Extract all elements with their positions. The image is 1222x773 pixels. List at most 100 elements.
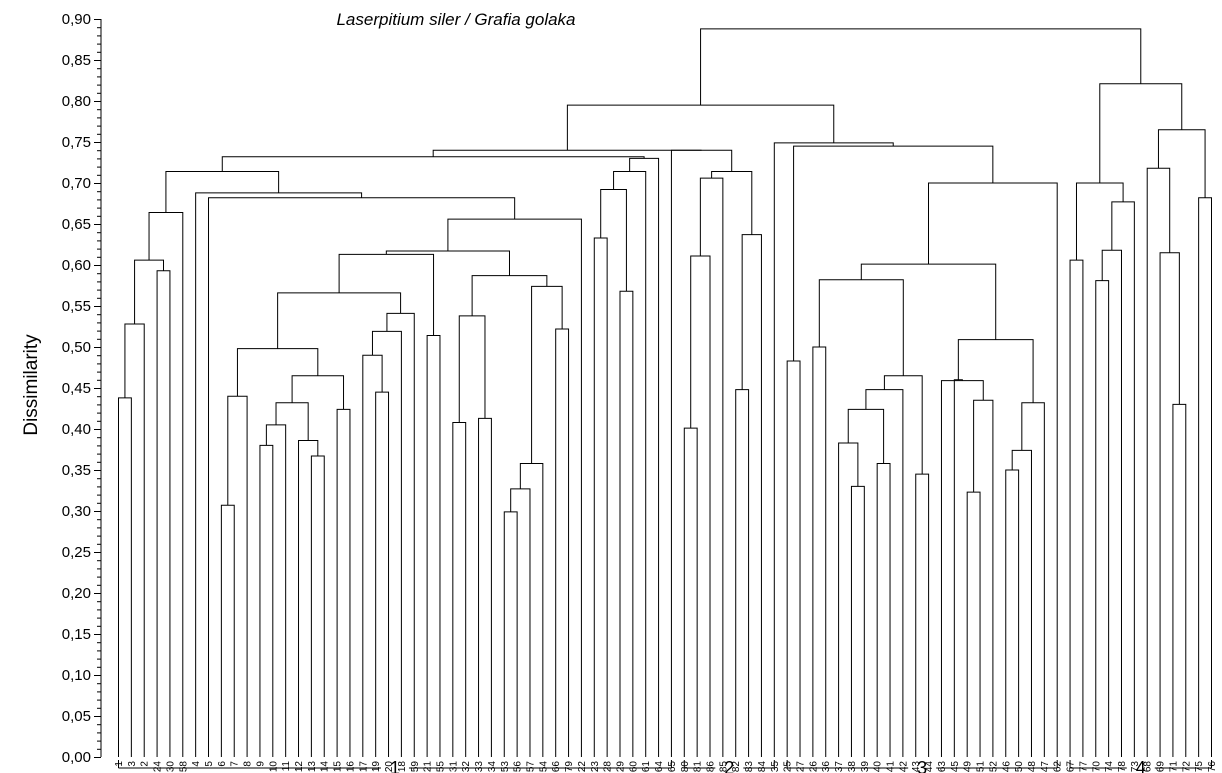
dendrogram-link (613, 171, 647, 757)
dendrogram-link (362, 354, 383, 757)
leaf-label: 45 (950, 761, 961, 773)
leaf-label: 9 (255, 761, 266, 767)
leaf-label: 86 (706, 761, 717, 773)
leaf-label: 47 (1040, 761, 1051, 773)
y-tick-label: 0,70 (62, 175, 91, 192)
dendrogram-link (1005, 469, 1020, 757)
y-tick-label: 0,85 (62, 52, 91, 69)
leaf-label: 58 (178, 761, 189, 773)
dendrogram-link (1095, 280, 1110, 757)
leaf-label: 59 (410, 761, 421, 773)
dendrogram-link (953, 379, 963, 757)
leaf-label: 14 (320, 761, 331, 773)
dendrogram-link (1111, 201, 1135, 757)
y-tick-label: 0,45 (62, 380, 91, 397)
dendrogram-link (336, 408, 351, 757)
leaf-label: 11 (281, 761, 292, 772)
dendrogram-link (699, 177, 724, 757)
leaf-label: 84 (757, 761, 768, 773)
dendrogram-link (236, 348, 319, 397)
leaf-labels: 1 3 2 24 30 58 4 5 6 7 8 9 10 11 12 13 14 15 16 17 19 20 18 59 2… (114, 761, 1218, 773)
leaf-label: 28 (603, 761, 614, 773)
dendrogram-link (860, 263, 997, 340)
leaf-label: 78 (1117, 761, 1128, 773)
leaf-label: 73 (1130, 761, 1141, 773)
dendrogram-link (471, 275, 548, 316)
leaf-label: 37 (834, 761, 845, 773)
leaf-label: 3 (127, 761, 138, 767)
dendrogram-link (124, 323, 145, 757)
y-tick-label: 0,10 (62, 667, 91, 684)
leaf-label: 71 (1168, 761, 1179, 773)
dendrogram-link (1069, 259, 1084, 757)
leaf-label: 26 (808, 761, 819, 773)
leaf-label: 46 (1001, 761, 1012, 773)
dendrogram-link (683, 427, 698, 757)
dendrogram-link (690, 255, 711, 757)
leaf-label: 60 (628, 761, 639, 773)
leaf-label: 43 (911, 761, 922, 773)
leaf-label: 34 (487, 761, 498, 773)
leaf-label: 15 (333, 761, 344, 773)
leaf-label: 44 (924, 761, 935, 773)
leaf-label: 7 (230, 761, 241, 767)
y-tick-label: 0,60 (62, 257, 91, 274)
leaf-label: 48 (1027, 761, 1038, 773)
leaf-label: 64 (654, 761, 665, 773)
dendrogram-link (227, 395, 248, 757)
y-tick-label: 0,80 (62, 93, 91, 110)
leaf-label: 8 (243, 761, 254, 767)
dendrogram-link (478, 417, 492, 757)
dendrogram-link (432, 149, 702, 157)
dendrogram-link (838, 442, 859, 757)
dendrogram-link (156, 270, 171, 757)
leaf-label: 13 (307, 761, 318, 773)
leaf-label: 5 (204, 761, 215, 767)
dendrogram-link (1157, 129, 1206, 198)
dendrogram-link (1146, 167, 1171, 757)
y-tick-label: 0,00 (62, 749, 91, 766)
dendrogram-link (1159, 252, 1180, 757)
leaf-label: 51 (976, 761, 987, 773)
leaf-label: 29 (615, 761, 626, 773)
leaf-label: 52 (988, 761, 999, 773)
leaf-label: 38 (847, 761, 858, 773)
dendrogram-link (786, 360, 801, 757)
leaf-label: 79 (564, 761, 575, 773)
dendrogram-link (593, 237, 608, 757)
leaf-label: 56 (513, 761, 524, 773)
dendrogram-link (973, 399, 994, 757)
leaf-label: 35 (770, 761, 781, 773)
leaf-label: 10 (268, 761, 279, 773)
leaf-label: 32 (461, 761, 472, 773)
leaf-label: 77 (1078, 761, 1089, 773)
dendrogram-link (940, 380, 984, 757)
leaf-label: 1 (114, 761, 125, 767)
leaf-label: 33 (474, 761, 485, 773)
y-axis: 0,00 0,05 0,10 0,15 0,20 0,25 0,30 0,35 0,40 0,45… (62, 11, 102, 766)
dendrogram-link (711, 171, 753, 235)
leaf-label: 39 (860, 761, 871, 773)
leaf-label: 49 (963, 761, 974, 773)
leaf-label: 40 (873, 761, 884, 773)
leaf-label: 6 (217, 761, 228, 767)
dendrogram-link (208, 197, 516, 757)
dendrogram-link (310, 455, 325, 757)
leaf-label: 4 (191, 761, 202, 767)
dendrogram-link (619, 290, 634, 757)
dendrogram-link (265, 424, 287, 757)
leaf-label: 76 (1207, 761, 1218, 773)
leaf-label: 54 (538, 761, 549, 773)
group-label: 2 (724, 758, 734, 773)
leaf-label: 57 (525, 761, 536, 773)
leaf-label: 61 (641, 761, 652, 773)
dendrogram-link (375, 391, 390, 757)
leaf-label: 19 (371, 761, 382, 773)
dendrogram-link (510, 488, 531, 757)
group-label: 4 (1136, 758, 1146, 773)
group-label: 3 (917, 758, 927, 773)
y-tick-label: 0,30 (62, 503, 91, 520)
dendrogram-link (812, 346, 827, 757)
dendrogram-link (447, 218, 582, 757)
